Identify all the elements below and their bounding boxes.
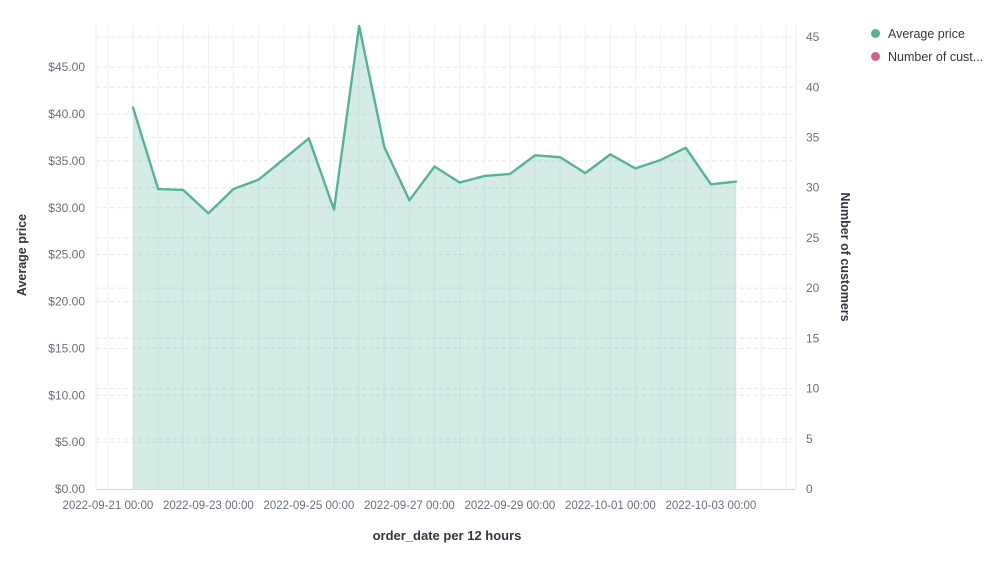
legend-item-label: Number of cust... (888, 49, 984, 64)
x-axis-tick-label: 2022-09-29 00:00 (464, 500, 555, 512)
left-axis-tick-label: $0.00 (55, 482, 85, 496)
left-axis-tick-label: $25.00 (48, 248, 85, 262)
left-axis-title: Average price (15, 213, 29, 297)
average-price-line-series (131, 24, 738, 215)
left-axis-tick-label: $10.00 (48, 388, 85, 402)
x-axis-title: order_date per 12 hours (372, 528, 522, 543)
left-axis-tick-label: $35.00 (48, 154, 85, 168)
left-axis-tick-label: $30.00 (48, 201, 85, 215)
chart-canvas: 2022-09-21 00:00 2022-09-23 00:00 2022-09-… (48, 24, 820, 512)
legend-item-number-of-customers[interactable]: Number of cust... (871, 45, 983, 68)
average-price-area-series (133, 25, 736, 489)
right-axis-tick-label: 15 (806, 331, 820, 345)
right-axis-tick-label: 20 (806, 281, 820, 295)
right-axis-tick-label: 35 (806, 130, 820, 144)
x-axis-tick-label: 2022-09-23 00:00 (163, 500, 254, 512)
left-axis-tick-label: $45.00 (48, 60, 85, 74)
right-axis-tick-label: 45 (806, 30, 820, 44)
right-axis-tick-label: 40 (806, 80, 820, 94)
right-axis-tick-label: 0 (806, 482, 813, 496)
legend: Average price Number of cust... (871, 22, 983, 68)
number-of-customers-series-dot-icon (871, 52, 880, 61)
x-axis-tick-label: 2022-09-25 00:00 (263, 500, 354, 512)
x-axis-tick-label: 2022-09-27 00:00 (364, 500, 455, 512)
average-price-series-dot-icon (871, 29, 880, 38)
left-axis-tick-label: $5.00 (55, 435, 85, 449)
legend-item-label: Average price (888, 26, 965, 41)
x-axis-tick-label: 2022-09-21 00:00 (62, 500, 153, 512)
right-axis-tick-label: 5 (806, 432, 813, 446)
x-axis-tick-label: 2022-10-03 00:00 (665, 500, 756, 512)
left-axis-tick-label: $40.00 (48, 107, 85, 121)
legend-item-average-price[interactable]: Average price (871, 22, 983, 45)
left-axis-tick-label: $15.00 (48, 341, 85, 355)
right-axis-tick-label: 30 (806, 181, 820, 195)
right-axis-title: Number of customers (838, 192, 852, 322)
x-axis-tick-label: 2022-10-01 00:00 (565, 500, 656, 512)
left-axis-tick-label: $20.00 (48, 295, 85, 309)
right-axis-tick-label: 25 (806, 231, 820, 245)
right-axis-tick-label: 10 (806, 382, 820, 396)
